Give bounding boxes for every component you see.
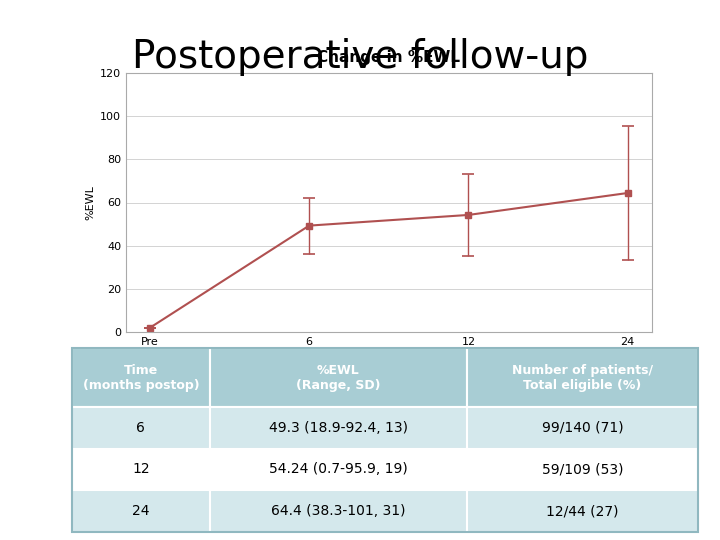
Text: 12: 12 [132,462,150,476]
Text: Postoperative follow-up: Postoperative follow-up [132,38,588,76]
Text: 99/140 (71): 99/140 (71) [541,421,624,435]
Text: Number of patients/
Total eligible (%): Number of patients/ Total eligible (%) [512,363,653,392]
Text: 54.24 (0.7-95.9, 19): 54.24 (0.7-95.9, 19) [269,462,408,476]
Text: Time
(months postop): Time (months postop) [83,363,199,392]
Y-axis label: %EWL: %EWL [86,185,96,220]
Text: 24: 24 [132,504,150,518]
Text: 49.3 (18.9-92.4, 13): 49.3 (18.9-92.4, 13) [269,421,408,435]
Text: 12/44 (27): 12/44 (27) [546,504,618,518]
X-axis label: Time (months): Time (months) [348,350,430,360]
Text: 59/109 (53): 59/109 (53) [541,462,624,476]
Title: Change in %EWL: Change in %EWL [318,50,460,65]
Text: 6: 6 [137,421,145,435]
Text: 64.4 (38.3-101, 31): 64.4 (38.3-101, 31) [271,504,405,518]
Text: %EWL
(Range, SD): %EWL (Range, SD) [296,363,380,392]
